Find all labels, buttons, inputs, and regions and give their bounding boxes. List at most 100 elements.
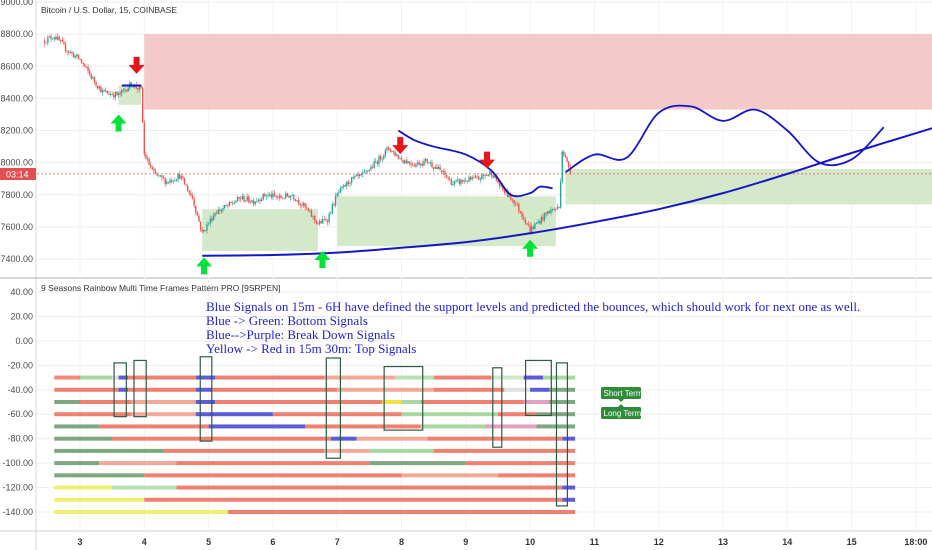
candle-body bbox=[434, 167, 436, 169]
rainbow-segment bbox=[54, 400, 80, 404]
candle-body bbox=[119, 93, 121, 94]
candle-body bbox=[183, 178, 186, 185]
candle-body bbox=[69, 51, 72, 53]
candle-body bbox=[151, 167, 154, 170]
y-tick-label: 0.00 bbox=[15, 336, 33, 346]
rainbow-segment bbox=[465, 461, 576, 466]
candle-body bbox=[55, 37, 57, 40]
candle-body bbox=[167, 181, 170, 183]
candle-body bbox=[228, 201, 231, 206]
candle-body bbox=[548, 211, 551, 213]
candle-body bbox=[223, 205, 226, 209]
candle-body bbox=[53, 37, 55, 39]
candle-body bbox=[230, 201, 232, 203]
candle-body bbox=[333, 204, 335, 206]
candle-body bbox=[346, 181, 348, 187]
candle-body bbox=[386, 147, 388, 150]
candle-body bbox=[506, 190, 509, 197]
candle-body bbox=[524, 219, 526, 224]
rainbow-segment bbox=[112, 436, 331, 441]
candle-body bbox=[262, 193, 264, 200]
candle-body bbox=[201, 229, 203, 232]
candle-body bbox=[416, 162, 419, 164]
candle-body bbox=[494, 175, 496, 178]
candle-body bbox=[397, 154, 399, 159]
candle-body bbox=[566, 157, 568, 162]
candle-body bbox=[72, 53, 75, 58]
candle-body bbox=[378, 156, 380, 164]
candle-body bbox=[355, 174, 358, 177]
candle-body bbox=[511, 199, 514, 201]
candle-body bbox=[339, 188, 342, 193]
candle-body bbox=[84, 64, 86, 67]
candle-body bbox=[257, 199, 260, 202]
candle-body bbox=[413, 165, 416, 167]
candle-body bbox=[289, 195, 292, 198]
candle-body bbox=[304, 203, 306, 207]
rainbow-segment bbox=[131, 412, 196, 417]
support-zone bbox=[118, 85, 142, 105]
candle-body bbox=[426, 159, 428, 163]
candle-body bbox=[555, 209, 557, 210]
x-tick-label: 11 bbox=[590, 537, 600, 547]
candle-body bbox=[370, 166, 372, 170]
candle-body bbox=[514, 203, 517, 205]
candle-body bbox=[535, 222, 538, 224]
candle-body bbox=[211, 218, 213, 221]
candle-body bbox=[281, 197, 284, 199]
rainbow-segment bbox=[420, 424, 486, 429]
candle-body bbox=[559, 181, 562, 208]
rainbow-segment bbox=[99, 424, 209, 429]
candle-body bbox=[212, 215, 215, 221]
forecast-line bbox=[564, 104, 885, 174]
candle-body bbox=[43, 40, 46, 44]
candle-body bbox=[50, 36, 52, 39]
candle-body bbox=[482, 174, 485, 176]
candle-body bbox=[529, 225, 531, 233]
candle-body bbox=[280, 195, 282, 198]
candle-body bbox=[82, 62, 84, 65]
candle-body bbox=[342, 185, 345, 187]
candle-body bbox=[264, 193, 266, 197]
candle-body bbox=[503, 189, 506, 193]
candle-body bbox=[547, 211, 549, 214]
candle-body bbox=[273, 193, 276, 196]
rainbow-segment bbox=[54, 375, 80, 380]
candle-body bbox=[447, 177, 449, 179]
rainbow-segment bbox=[369, 448, 434, 453]
candle-body bbox=[323, 218, 326, 220]
rainbow-segment bbox=[112, 485, 177, 490]
candle-body bbox=[137, 88, 139, 90]
candle-body bbox=[101, 90, 104, 93]
candle-body bbox=[522, 217, 525, 220]
rainbow-segment bbox=[272, 412, 402, 417]
candle-body bbox=[449, 178, 451, 180]
rainbow-segment bbox=[144, 473, 402, 478]
candle-body bbox=[315, 220, 318, 224]
candle-body bbox=[148, 158, 150, 165]
annotation-line-3: Blue-->Purple: Break Down Signals bbox=[206, 327, 395, 342]
candle-body bbox=[452, 183, 454, 186]
sell-signal-arrow-icon bbox=[128, 56, 145, 74]
candle-body bbox=[161, 175, 163, 178]
candle-body bbox=[326, 220, 329, 223]
rainbow-segment bbox=[118, 387, 129, 392]
candle-body bbox=[283, 198, 285, 200]
candle-body bbox=[402, 160, 404, 163]
candle-body bbox=[334, 196, 337, 206]
candle-body bbox=[288, 196, 290, 198]
y-tick-label: 7800.00 bbox=[0, 190, 33, 200]
y-tick-label: -100.00 bbox=[2, 458, 33, 468]
candle-body bbox=[113, 94, 115, 98]
candle-body bbox=[265, 195, 268, 197]
candle-body bbox=[320, 220, 322, 224]
candle-body bbox=[487, 174, 490, 176]
candle-body bbox=[330, 213, 332, 215]
zones bbox=[37, 34, 932, 251]
y-tick-label: 7400.00 bbox=[0, 254, 33, 264]
candle-body bbox=[384, 149, 387, 156]
candle-body bbox=[484, 175, 486, 177]
candle-body bbox=[64, 43, 67, 51]
candle-body bbox=[272, 193, 274, 198]
candle-body bbox=[477, 176, 480, 180]
